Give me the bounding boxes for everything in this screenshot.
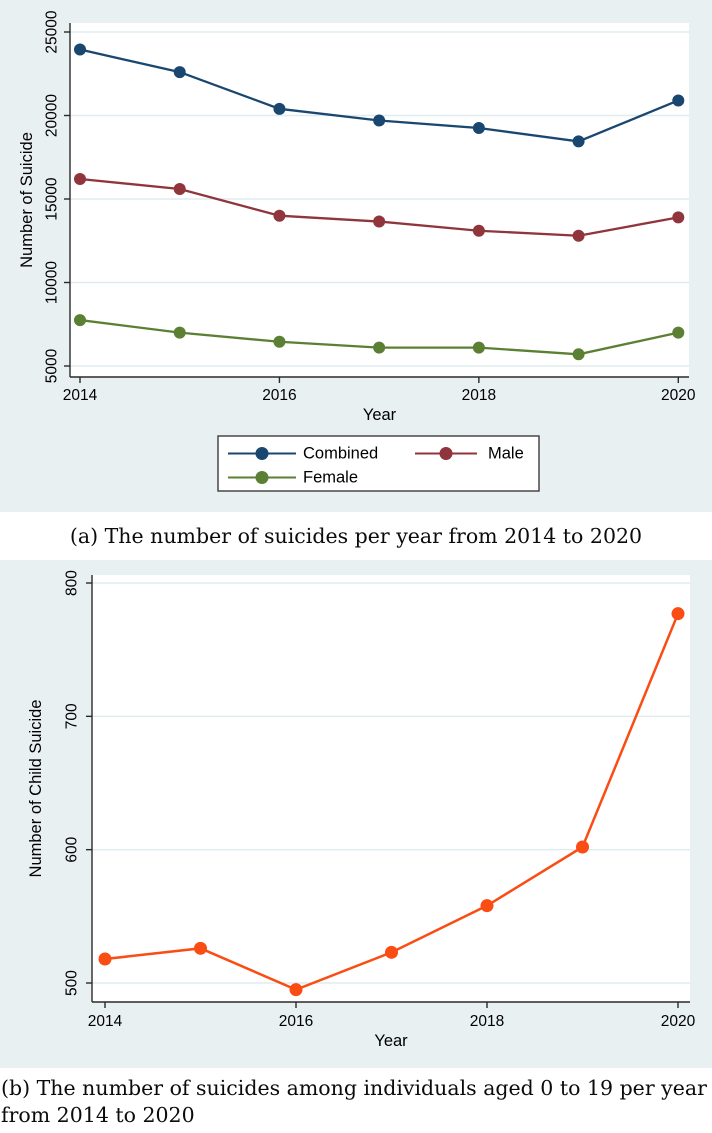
plot-area: [70, 23, 689, 377]
y-tick-label: 800: [64, 570, 81, 596]
legend-marker: [255, 447, 269, 460]
data-point-male: [472, 224, 485, 237]
data-point-child: [385, 945, 398, 959]
data-point-female: [273, 335, 286, 348]
y-tick-label: 15000: [44, 177, 61, 220]
x-tick-label: 2014: [63, 387, 98, 404]
legend-label: Combined: [303, 445, 378, 463]
x-tick-label: 2014: [88, 1013, 123, 1030]
data-point-child: [98, 952, 112, 966]
data-point-male: [373, 215, 386, 228]
panel-b: 500 600 700 800 2014 2016 2018 2020 Number of Ch…: [0, 560, 712, 1068]
data-point-male: [273, 209, 286, 222]
legend-marker: [439, 447, 453, 460]
data-point-male: [74, 172, 86, 185]
data-point-female: [173, 326, 186, 339]
legend-label: Male: [488, 445, 524, 463]
panel-a: 5000 10000 15000 20000 25000 2014 2016 2018 2020…: [0, 0, 712, 512]
x-axis-title: Year: [374, 1032, 408, 1050]
x-axis-title: Year: [363, 406, 397, 424]
x-tick-label: 2020: [661, 1013, 696, 1030]
data-point-female: [472, 341, 485, 354]
x-tick-label: 2016: [262, 387, 296, 404]
data-point-male: [173, 182, 186, 195]
data-point-female: [373, 341, 386, 354]
data-point-female: [572, 348, 585, 361]
data-point-male: [672, 211, 685, 224]
data-point-combined: [74, 43, 86, 56]
legend-marker: [255, 471, 269, 484]
y-tick-label: 10000: [44, 261, 61, 304]
data-point-female: [74, 314, 86, 327]
y-tick-label: 500: [64, 970, 81, 996]
legend-box: [217, 435, 540, 492]
x-tick-label: 2020: [661, 387, 696, 404]
y-tick-label: 25000: [44, 10, 61, 53]
y-tick-label: 600: [64, 836, 81, 862]
data-point-combined: [373, 114, 386, 127]
data-point-combined: [273, 102, 286, 115]
y-tick-label: 700: [64, 703, 81, 729]
plot-area: [92, 575, 690, 1002]
caption-b: (b) The number of suicides among individ…: [0, 1068, 712, 1133]
data-point-child: [671, 607, 685, 621]
legend-label: Female: [303, 469, 358, 487]
data-point-child: [576, 840, 589, 854]
x-tick-label: 2018: [462, 387, 496, 404]
x-tick-label: 2016: [279, 1013, 313, 1030]
data-point-combined: [572, 135, 585, 148]
y-axis-title: Number of Suicide: [18, 132, 36, 268]
data-point-combined: [672, 94, 685, 107]
y-axis-title: Number of Child Suicide: [27, 700, 45, 878]
data-point-child: [289, 983, 303, 997]
data-point-combined: [173, 66, 186, 79]
data-point-female: [672, 326, 685, 339]
data-point-child: [194, 941, 207, 955]
y-tick-label: 5000: [44, 348, 61, 383]
y-tick-label: 20000: [44, 94, 61, 137]
data-point-combined: [472, 122, 485, 135]
x-tick-label: 2018: [470, 1013, 504, 1030]
caption-a: (a) The number of suicides per year from…: [0, 512, 712, 560]
suicide-line-chart: 5000 10000 15000 20000 25000 2014 2016 2018 2020…: [0, 0, 712, 512]
data-point-child: [480, 899, 494, 913]
data-point-male: [572, 229, 585, 242]
child-suicide-line-chart: 500 600 700 800 2014 2016 2018 2020 Number of Ch…: [0, 560, 712, 1068]
